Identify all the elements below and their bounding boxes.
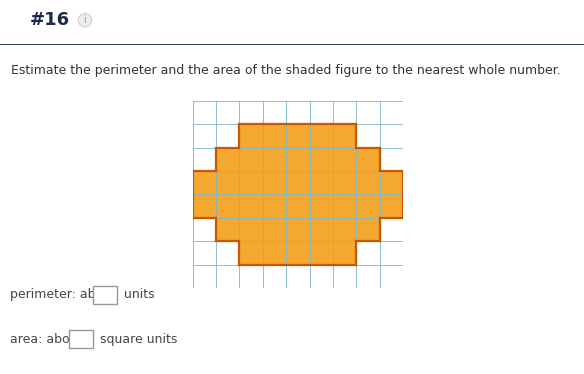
Bar [193,194,216,218]
Bar [356,148,380,171]
Bar [333,218,356,241]
Bar [356,171,380,194]
Bar [263,194,286,218]
Text: area: about: area: about [9,333,82,346]
Bar [356,194,380,218]
Bar [263,148,286,171]
Bar [263,241,286,264]
Bar [380,194,403,218]
Text: perimeter: about: perimeter: about [9,288,116,301]
Text: square units: square units [99,333,177,346]
Text: #16: #16 [30,11,70,29]
Bar [216,148,239,171]
Bar [333,148,356,171]
Bar [286,241,310,264]
Bar [356,218,380,241]
Bar [239,171,263,194]
Bar [216,194,239,218]
Bar [239,148,263,171]
Bar [333,171,356,194]
Bar [69,331,93,349]
Bar [286,125,310,148]
Bar [263,171,286,194]
Text: i: i [84,15,86,25]
Bar [216,171,239,194]
Bar [380,171,403,194]
Bar [216,218,239,241]
Bar [286,171,310,194]
Bar [93,286,117,304]
Bar [193,171,216,194]
Bar [310,148,333,171]
Bar [310,194,333,218]
Bar [263,218,286,241]
Text: units: units [124,288,154,301]
Bar [310,218,333,241]
Bar [239,241,263,264]
Bar [286,218,310,241]
Bar [310,241,333,264]
Bar [263,125,286,148]
Bar [310,125,333,148]
Bar [239,194,263,218]
Bar [239,125,263,148]
Bar [333,241,356,264]
Bar [286,148,310,171]
Bar [333,194,356,218]
Bar [286,194,310,218]
Bar [239,218,263,241]
Bar [310,171,333,194]
Bar [333,125,356,148]
Text: Estimate the perimeter and the area of the shaded figure to the nearest whole nu: Estimate the perimeter and the area of t… [11,64,560,77]
